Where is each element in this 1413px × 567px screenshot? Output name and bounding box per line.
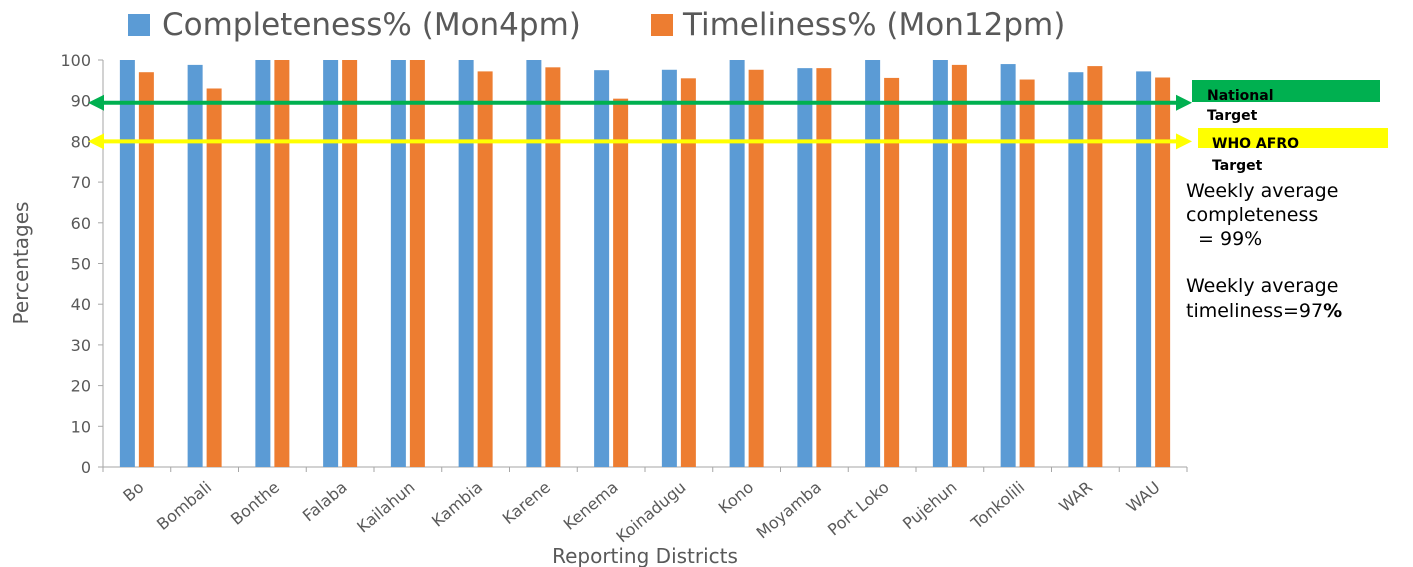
category-label: Bo xyxy=(119,478,147,506)
legend-swatch-completeness xyxy=(128,14,150,36)
completeness-bar-kenema xyxy=(594,70,610,468)
completeness-bar-koinadugu xyxy=(661,69,677,467)
category-label: Karene xyxy=(499,478,554,529)
completeness-bar-kono xyxy=(729,60,745,467)
x-axis-title: Reporting Districts xyxy=(552,544,738,567)
category-label: Bonthe xyxy=(227,478,283,529)
y-tick-label: 50 xyxy=(71,255,91,274)
completeness-bar-wau xyxy=(1136,71,1152,468)
bars xyxy=(119,60,1171,468)
timeliness-bar-bombali xyxy=(206,88,222,468)
category-label: Bombali xyxy=(153,478,215,534)
timeliness-bar-koinadugu xyxy=(680,78,696,467)
national-target-box: National Target xyxy=(1192,80,1380,124)
arrowhead-right-icon xyxy=(1176,94,1192,111)
category-label: Koinadugu xyxy=(613,478,690,547)
y-tick-label: 20 xyxy=(71,377,91,396)
completeness-summary-line1: Weekly average xyxy=(1186,180,1338,202)
legend-swatch-timeliness xyxy=(651,14,673,36)
timeliness-bar-wau xyxy=(1155,77,1171,467)
arrowhead-left-icon xyxy=(88,133,104,150)
category-labels: Bo Bombali Bonthe Falaba Kailahun Kambia Karen… xyxy=(119,478,1163,547)
y-ticks: 0 10 20 30 40 50 60 70 80 90 100 xyxy=(60,51,103,477)
weekly-average-annotations: Weekly average completeness = 99% Weekly… xyxy=(1186,180,1342,322)
y-tick-label: 70 xyxy=(71,173,91,192)
completeness-bar-kambia xyxy=(458,60,474,467)
completeness-bar-bo xyxy=(119,60,135,467)
timeliness-summary-percent: % xyxy=(1323,300,1342,322)
legend: Completeness% (Mon4pm) Timeliness% (Mon1… xyxy=(128,7,1065,43)
timeliness-summary-line1: Weekly average xyxy=(1186,275,1338,297)
arrowhead-left-icon xyxy=(88,94,104,111)
national-target-label-line2: Target xyxy=(1207,108,1258,124)
timeliness-bar-bo xyxy=(138,72,154,468)
y-tick-label: 30 xyxy=(71,336,91,355)
completeness-bar-kailahun xyxy=(390,60,406,467)
timeliness-bar-kenema xyxy=(613,98,629,467)
timeliness-bar-port-loko xyxy=(884,77,900,468)
x-ticks xyxy=(102,467,1188,472)
y-tick-label: 90 xyxy=(71,92,91,111)
legend-label-timeliness: Timeliness% (Mon12pm) xyxy=(682,7,1065,43)
completeness-bar-falaba xyxy=(323,60,339,467)
completeness-bar-karene xyxy=(526,60,542,467)
completeness-summary-line2: completeness xyxy=(1186,204,1318,226)
category-label: Kono xyxy=(715,478,757,518)
timeliness-bar-kono xyxy=(748,69,764,467)
arrowhead-right-icon xyxy=(1176,133,1192,150)
y-tick-label: 10 xyxy=(71,417,91,436)
category-label: Kenema xyxy=(560,478,622,534)
timeliness-bar-kambia xyxy=(477,71,493,468)
completeness-bar-port-loko xyxy=(865,60,881,467)
timeliness-bar-falaba xyxy=(342,60,358,467)
y-tick-label: 0 xyxy=(81,458,91,477)
completeness-summary-line3: = 99% xyxy=(1192,228,1262,250)
who-afro-target-label-line1: WHO AFRO xyxy=(1212,136,1299,152)
who-afro-target-box: WHO AFRO Target xyxy=(1198,128,1388,174)
category-label: Port Loko xyxy=(824,478,893,540)
category-label: Kailahun xyxy=(353,478,418,537)
national-target-label-line1: National xyxy=(1207,88,1274,104)
reference-lines xyxy=(88,94,1192,150)
y-tick-label: 40 xyxy=(71,295,91,314)
category-label: Kambia xyxy=(428,478,486,531)
completeness-bar-war xyxy=(1068,72,1084,468)
timeliness-summary-line2: timeliness=97% xyxy=(1186,300,1342,322)
legend-label-completeness: Completeness% (Mon4pm) xyxy=(162,7,581,43)
axes: 0 10 20 30 40 50 60 70 80 90 100 xyxy=(60,51,1188,477)
completeness-bar-tonkolili xyxy=(1000,64,1016,467)
completeness-bar-pujehun xyxy=(932,60,948,467)
category-label: Moyamba xyxy=(753,478,825,543)
category-label: Falaba xyxy=(299,478,351,526)
who-afro-target-swatch xyxy=(1198,128,1388,148)
timeliness-bar-moyamba xyxy=(816,68,832,467)
timeliness-bar-tonkolili xyxy=(1019,79,1035,467)
completeness-bar-moyamba xyxy=(797,68,813,467)
y-tick-label: 100 xyxy=(60,51,91,70)
y-axis-title: Percentages xyxy=(9,202,33,325)
category-label: Tonkolili xyxy=(967,478,1028,534)
who-afro-target-label-line2: Target xyxy=(1212,158,1263,174)
y-tick-label: 80 xyxy=(71,132,91,151)
completeness-bar-bonthe xyxy=(255,60,271,467)
completeness-bar-bombali xyxy=(187,64,203,467)
y-tick-label: 60 xyxy=(71,214,91,233)
timeliness-bar-war xyxy=(1087,66,1103,467)
category-label: WAU xyxy=(1123,478,1164,517)
timeliness-summary-value: timeliness=97 xyxy=(1186,300,1323,322)
timeliness-bar-pujehun xyxy=(951,64,967,467)
category-label: Pujehun xyxy=(899,478,960,534)
category-label: WAR xyxy=(1055,478,1096,516)
national-target-swatch xyxy=(1192,80,1380,102)
timeliness-bar-bonthe xyxy=(274,60,290,467)
timeliness-bar-karene xyxy=(545,67,561,468)
timeliness-bar-kailahun xyxy=(409,60,425,467)
